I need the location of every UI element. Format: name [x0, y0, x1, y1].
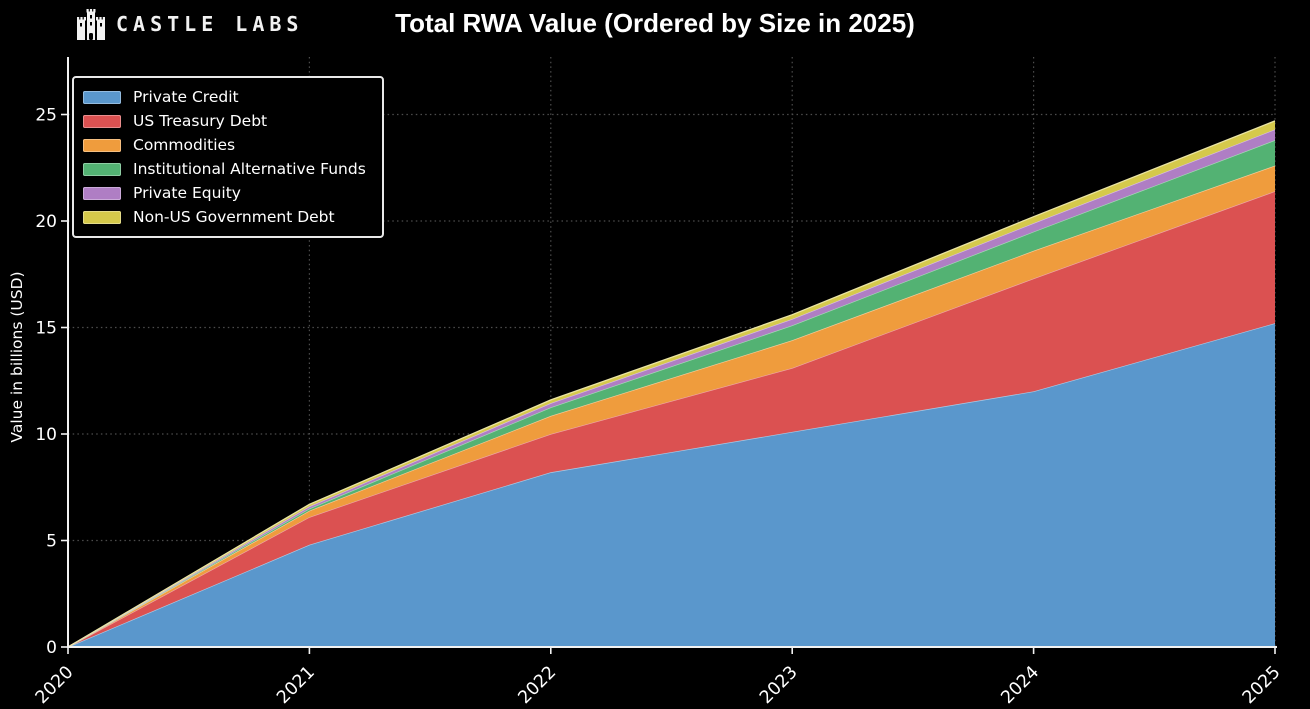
legend-swatch-us-treasury-debt	[83, 114, 121, 128]
area-us-treasury-debt	[68, 191, 1275, 647]
brand: CASTLE LABS	[76, 8, 303, 40]
legend-label-private-equity: Private Equity	[133, 184, 241, 202]
y-tick-label-0: 0	[46, 638, 57, 658]
area-private-credit	[68, 323, 1275, 647]
legend-item-private-equity: Private Equity	[83, 181, 366, 205]
legend-swatch-non-us-government-debt	[83, 210, 121, 224]
area-non-us-government-debt	[68, 120, 1275, 647]
area-commodities	[68, 165, 1275, 647]
legend: Private Credit US Treasury Debt Commoditie…	[72, 76, 384, 238]
x-tick-label-2022: 2022	[515, 662, 561, 708]
legend-item-private-credit: Private Credit	[83, 85, 366, 109]
legend-item-non-us-government-debt: Non-US Government Debt	[83, 205, 366, 229]
x-tick-label-2025: 2025	[1239, 662, 1285, 708]
legend-label-private-credit: Private Credit	[133, 88, 239, 106]
legend-label-us-treasury-debt: US Treasury Debt	[133, 112, 268, 130]
y-tick-label-10: 10	[35, 425, 57, 445]
legend-label-commodities: Commodities	[133, 136, 236, 154]
x-tick-label-2020: 2020	[32, 662, 78, 708]
legend-item-institutional-alternative-funds: Institutional Alternative Funds	[83, 157, 366, 181]
area-edge-non-us-government-debt	[67, 120, 1276, 648]
y-tick-label-20: 20	[35, 212, 57, 232]
legend-item-us-treasury-debt: US Treasury Debt	[83, 109, 366, 133]
y-tick-label-15: 15	[35, 319, 57, 339]
legend-item-commodities: Commodities	[83, 133, 366, 157]
x-tick-label-2023: 2023	[756, 662, 802, 708]
legend-label-non-us-government-debt: Non-US Government Debt	[133, 208, 335, 226]
y-tick-label-25: 25	[35, 106, 57, 126]
brand-name: CASTLE LABS	[116, 12, 304, 36]
x-tick-label-2021: 2021	[273, 662, 319, 708]
legend-label-institutional-alternative-funds: Institutional Alternative Funds	[133, 160, 366, 178]
legend-swatch-private-equity	[83, 186, 121, 200]
legend-swatch-private-credit	[83, 90, 121, 104]
legend-swatch-institutional-alternative-funds	[83, 162, 121, 176]
y-tick-label-5: 5	[46, 532, 57, 552]
castle-logo-icon	[77, 9, 105, 40]
legend-swatch-commodities	[83, 138, 121, 152]
area-private-equity	[68, 129, 1275, 647]
page-title: Total RWA Value (Ordered by Size in 2025…	[395, 8, 915, 38]
y-axis-label: Value in billions (USD)	[8, 271, 26, 442]
area-institutional-alternative-funds	[68, 140, 1275, 647]
x-tick-label-2024: 2024	[997, 662, 1043, 708]
area-edge-commodities	[67, 164, 1276, 648]
